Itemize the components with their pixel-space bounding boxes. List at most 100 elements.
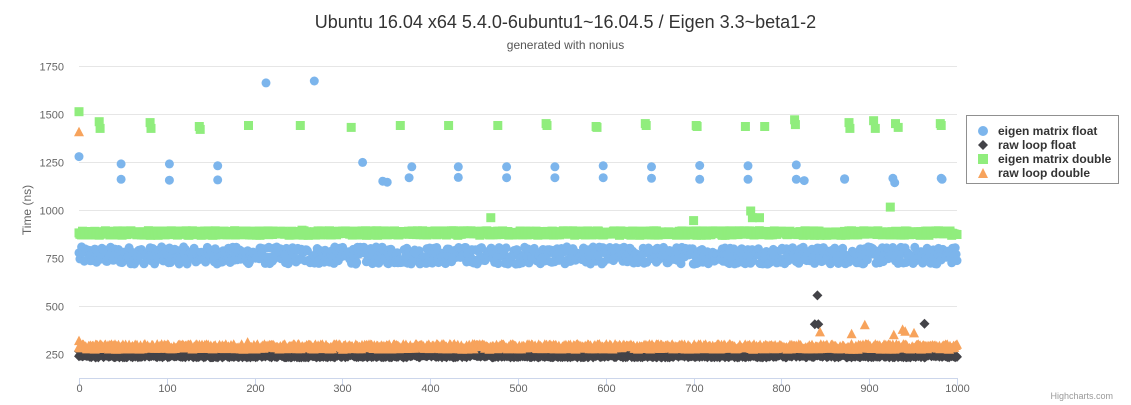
outlier-point bbox=[755, 213, 764, 223]
outlier-point bbox=[900, 326, 911, 336]
outlier-point bbox=[846, 328, 857, 339]
outlier-point bbox=[502, 162, 512, 172]
legend-label: raw loop double bbox=[998, 166, 1090, 180]
outlier-point bbox=[542, 121, 552, 130]
outlier-point bbox=[74, 335, 84, 346]
outlier-point bbox=[404, 173, 414, 183]
outlier-point bbox=[145, 118, 155, 128]
data-point bbox=[952, 256, 962, 266]
outlier-point bbox=[309, 76, 319, 86]
outlier-point bbox=[695, 174, 705, 184]
outlier-point bbox=[453, 162, 463, 172]
outlier-point bbox=[909, 327, 919, 338]
x-tick-label: 400 bbox=[421, 383, 439, 395]
circle-marker-icon bbox=[978, 126, 988, 136]
outlier-point bbox=[407, 162, 417, 172]
data-point bbox=[952, 339, 962, 349]
legend-item-eigen-matrix-float[interactable]: eigen matrix float bbox=[975, 124, 1097, 138]
outlier-point bbox=[869, 116, 879, 126]
series-group bbox=[74, 76, 962, 363]
y-tick-label: 1750 bbox=[40, 62, 64, 74]
legend-label: eigen matrix double bbox=[998, 152, 1112, 166]
outlier-point bbox=[641, 121, 651, 130]
grid-lines bbox=[79, 66, 957, 355]
x-tick-label: 900 bbox=[860, 383, 878, 395]
outlier-point bbox=[746, 206, 756, 216]
x-tick-label: 0 bbox=[76, 383, 82, 395]
outlier-point bbox=[888, 329, 899, 340]
outlier-point bbox=[890, 178, 900, 188]
x-tick-label: 300 bbox=[333, 383, 351, 395]
square-marker-icon bbox=[978, 154, 988, 164]
outlier-point bbox=[242, 337, 253, 347]
outlier-point bbox=[689, 216, 699, 226]
series-eigen-matrix-float bbox=[74, 76, 962, 269]
legend-item-raw-loop-double[interactable]: raw loop double bbox=[975, 166, 1090, 180]
y-tick-label: 1250 bbox=[40, 158, 64, 170]
legend: eigen matrix float raw loop float eigen … bbox=[966, 115, 1119, 184]
y-tick-label: 500 bbox=[46, 302, 64, 314]
x-tick-label: 700 bbox=[685, 383, 703, 395]
outlier-point bbox=[95, 123, 105, 133]
axis-labels: 250 500 750 1000 1250 1500 1750 0 100 200 300 400 50… bbox=[20, 62, 970, 396]
outlier-point bbox=[493, 121, 503, 130]
data-point bbox=[952, 351, 962, 362]
outlier-point bbox=[358, 157, 368, 167]
legend-item-raw-loop-float[interactable]: raw loop float bbox=[975, 138, 1076, 152]
legend-label: raw loop float bbox=[998, 138, 1076, 152]
outlier-point bbox=[74, 152, 84, 162]
legend-label: eigen matrix float bbox=[998, 124, 1098, 138]
outlier-point bbox=[550, 162, 560, 172]
x-tick-label: 800 bbox=[772, 383, 790, 395]
x-tick-label: 100 bbox=[158, 383, 176, 395]
data-point bbox=[788, 243, 798, 253]
outlier-point bbox=[213, 175, 223, 185]
outlier-point bbox=[164, 159, 174, 169]
outlier-point bbox=[919, 318, 930, 329]
series-raw-loop-double bbox=[74, 126, 962, 354]
outlier-point bbox=[893, 122, 903, 132]
outlier-point bbox=[146, 123, 156, 133]
outlier-point bbox=[845, 123, 855, 133]
outlier-point bbox=[740, 122, 750, 131]
x-tick-label: 200 bbox=[246, 383, 264, 395]
outlier-point bbox=[598, 161, 608, 171]
outlier-point bbox=[743, 174, 753, 184]
credits-link[interactable]: Highcharts.com bbox=[1050, 391, 1113, 401]
legend-item-eigen-matrix-double[interactable]: eigen matrix double bbox=[975, 152, 1111, 166]
data-point bbox=[952, 230, 962, 239]
outlier-point bbox=[840, 174, 850, 184]
outlier-point bbox=[74, 107, 84, 117]
chart-title: Ubuntu 16.04 x64 5.4.0-6ubuntu1~16.04.5 … bbox=[314, 12, 817, 32]
outlier-point bbox=[760, 122, 770, 131]
outlier-point bbox=[116, 174, 126, 184]
data-point bbox=[676, 259, 686, 269]
outlier-point bbox=[790, 115, 800, 125]
outlier-point bbox=[812, 290, 823, 301]
outlier-point bbox=[791, 160, 801, 170]
data-point bbox=[748, 256, 758, 266]
outlier-point bbox=[592, 122, 602, 132]
outlier-point bbox=[164, 175, 174, 185]
x-tick-label: 600 bbox=[597, 383, 615, 395]
axes bbox=[79, 378, 958, 386]
diamond-marker-icon bbox=[978, 140, 988, 150]
outlier-point bbox=[647, 162, 656, 172]
outlier-point bbox=[936, 121, 946, 130]
outlier-point bbox=[502, 173, 512, 183]
outlier-point bbox=[550, 173, 560, 183]
outlier-point bbox=[261, 78, 271, 88]
outlier-point bbox=[844, 118, 854, 128]
outlier-point bbox=[94, 117, 104, 127]
outlier-point bbox=[213, 161, 223, 171]
y-axis-title: Time (ns) bbox=[20, 185, 34, 235]
outlier-point bbox=[444, 121, 454, 130]
outlier-point bbox=[815, 326, 825, 337]
outlier-point bbox=[297, 225, 307, 235]
x-tick-label: 500 bbox=[509, 383, 527, 395]
outlier-point bbox=[885, 202, 895, 212]
y-tick-label: 750 bbox=[46, 254, 64, 266]
outlier-point bbox=[395, 121, 405, 130]
data-point bbox=[501, 243, 511, 253]
